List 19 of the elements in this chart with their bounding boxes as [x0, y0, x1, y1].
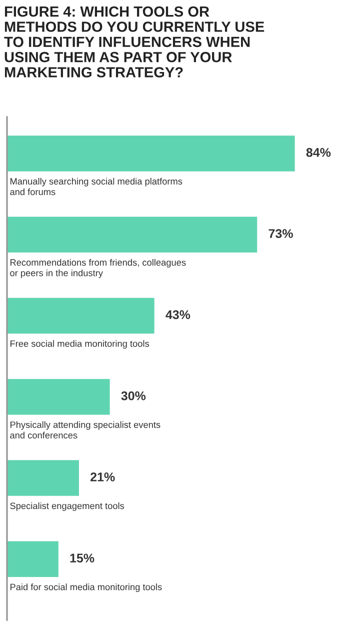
- data-label: 84%: [306, 148, 331, 157]
- bar: [7, 541, 58, 577]
- data-label: 15%: [70, 554, 94, 563]
- bar: [7, 216, 258, 252]
- y-tick-label: Recommendations from friends, colleagues or peers in the industry: [10, 258, 186, 278]
- chart-title: FIGURE 4: WHICH TOOLS OR METHODS DO YOU CURRENTLY USE TO IDENTIFY INFLUENCERS WHEN USING THEM AS PART OF YOUR MARKETING STRATEGY?: [4, 6, 264, 78]
- data-label: 73%: [268, 229, 293, 238]
- data-label: 43%: [166, 310, 190, 320]
- bar: [7, 298, 154, 334]
- y-tick-label: Specialist engagement tools: [10, 502, 124, 511]
- bar: [7, 379, 110, 415]
- y-tick-label: Manually searching social media platforms and forums: [10, 178, 182, 196]
- bar: [7, 460, 79, 496]
- y-tick-label: Free social media monitoring tools: [10, 340, 150, 349]
- bar: [7, 136, 295, 172]
- y-tick-label: Physically attending specialist events and conferences: [10, 421, 160, 439]
- data-label: 21%: [90, 472, 115, 482]
- data-label: 30%: [121, 391, 146, 400]
- y-tick-label: Paid for social media monitoring tools: [10, 583, 162, 592]
